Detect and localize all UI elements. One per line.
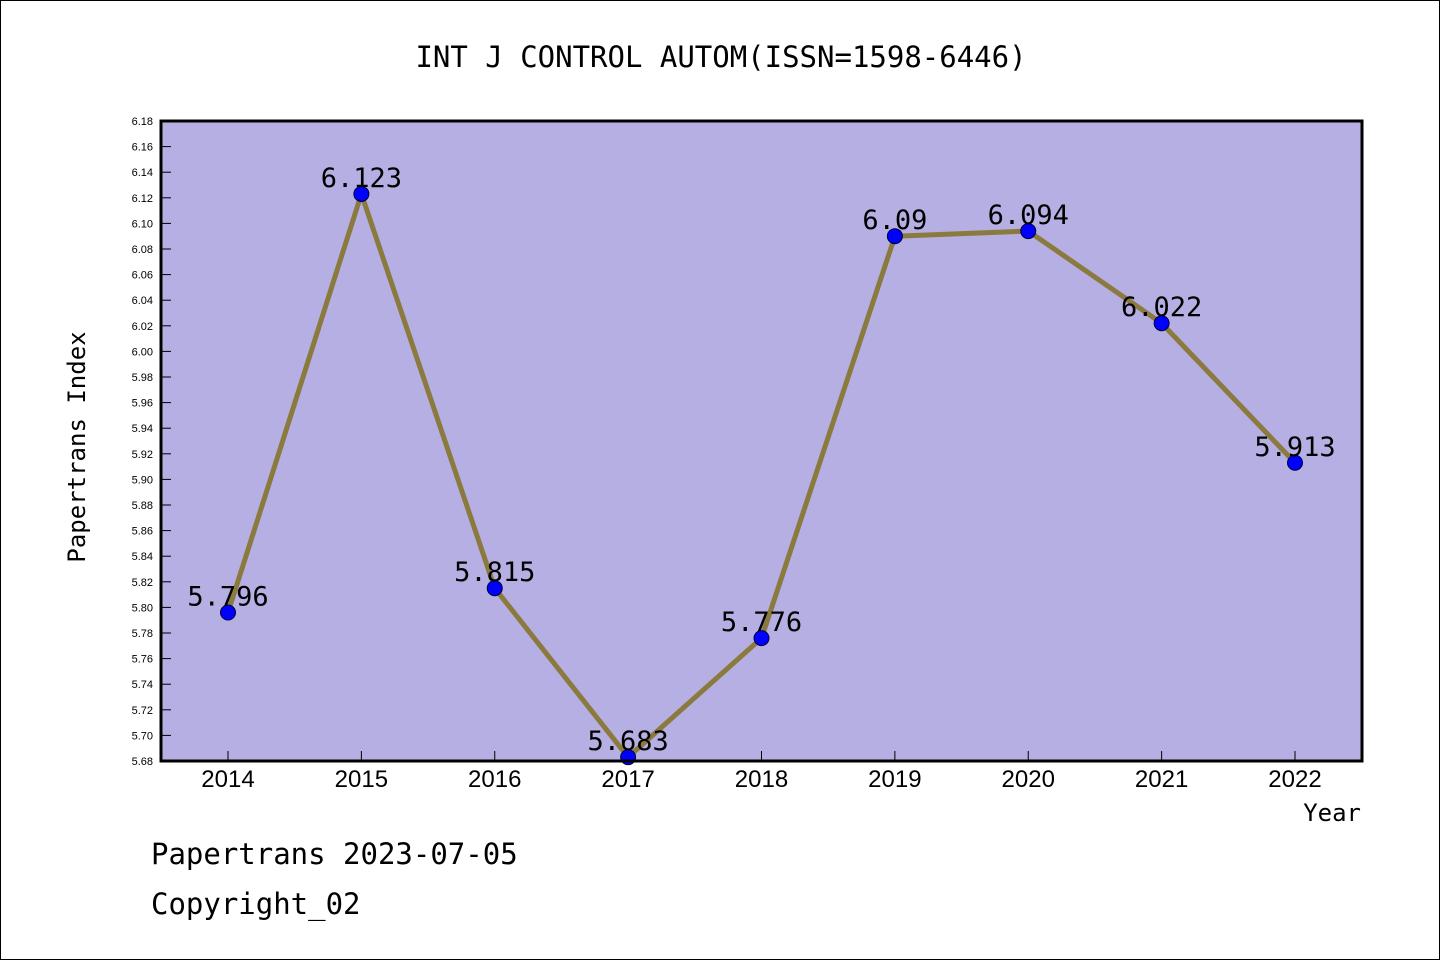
footer-copyright: Copyright_02 (151, 887, 361, 921)
x-tick-label: 2016 (468, 766, 521, 793)
footer-date: Papertrans 2023-07-05 (151, 837, 518, 871)
y-tick-label: 5.82 (132, 577, 153, 589)
x-axis: 2014 2015 2016 2017 2018 2019 2020 2021 2022 (201, 751, 1322, 793)
x-tick-label: 2019 (868, 766, 921, 793)
data-label: 6.123 (321, 163, 402, 194)
y-tick-label: 6.16 (132, 142, 153, 154)
y-tick-label: 5.76 (132, 654, 153, 666)
y-tick-label: 6.02 (132, 321, 153, 333)
data-label: 6.094 (988, 200, 1069, 231)
plot-border (159, 119, 1364, 763)
data-point (220, 604, 236, 621)
x-tick-label: 2018 (735, 766, 788, 793)
data-point (1020, 223, 1037, 240)
data-label: 5.796 (187, 582, 268, 613)
chart-title: INT J CONTROL AUTOM(ISSN=1598-6446) (415, 40, 1026, 74)
data-label: 5.815 (454, 557, 535, 588)
data-label: 6.022 (1121, 292, 1202, 323)
y-tick-label: 5.90 (132, 474, 153, 486)
y-tick-label: 6.06 (132, 270, 153, 282)
data-label: 6.09 (862, 205, 927, 236)
data-label: 5.913 (1254, 432, 1335, 463)
y-tick-label: 6.08 (132, 244, 153, 256)
x-tick-label: 2021 (1135, 766, 1188, 793)
y-axis-label: Papertrans Index (63, 331, 91, 562)
y-tick-label: 6.18 (132, 116, 153, 128)
series-group: 5.796 6.123 5.815 5.683 5.776 6.09 6.094 6.022 5… (187, 163, 1336, 766)
x-tick-label: 2020 (1002, 766, 1055, 793)
y-tick-label: 6.14 (132, 167, 153, 179)
data-point (753, 630, 770, 647)
data-label: 5.776 (721, 607, 802, 638)
x-tick-label: 2022 (1268, 766, 1321, 793)
y-tick-label: 5.70 (132, 730, 153, 742)
y-tick-label: 6.10 (132, 218, 153, 230)
data-point (486, 580, 503, 597)
y-tick-label: 5.98 (132, 372, 153, 384)
y-tick-label: 5.72 (132, 705, 153, 717)
y-tick-label: 5.92 (132, 449, 153, 461)
y-tick-label: 5.94 (132, 423, 153, 435)
data-point (353, 185, 370, 202)
data-label: 5.683 (587, 726, 668, 757)
data-point (886, 228, 903, 245)
x-tick-label: 2014 (201, 766, 254, 793)
y-tick-label: 6.04 (132, 295, 153, 307)
x-tick-label: 2017 (601, 766, 654, 793)
y-tick-label: 5.74 (132, 679, 153, 691)
data-point (1287, 454, 1303, 471)
y-tick-label: 5.68 (132, 756, 153, 768)
y-tick-label: 5.84 (132, 551, 153, 563)
y-tick-label: 6.12 (132, 193, 153, 205)
x-axis-label: Year (1303, 799, 1361, 827)
data-point (1153, 315, 1170, 332)
y-tick-label: 5.86 (132, 526, 153, 538)
y-tick-label: 5.88 (132, 500, 153, 512)
y-axis: 5.68 5.70 5.72 5.74 5.76 5.78 5.80 5.82 5.84 5.86… (132, 116, 171, 768)
y-tick-label: 5.78 (132, 628, 153, 640)
plot-area (161, 121, 1362, 761)
x-tick-label: 2015 (335, 766, 388, 793)
y-tick-label: 6.00 (132, 346, 153, 358)
y-tick-label: 5.80 (132, 602, 153, 614)
y-tick-label: 5.96 (132, 398, 153, 410)
